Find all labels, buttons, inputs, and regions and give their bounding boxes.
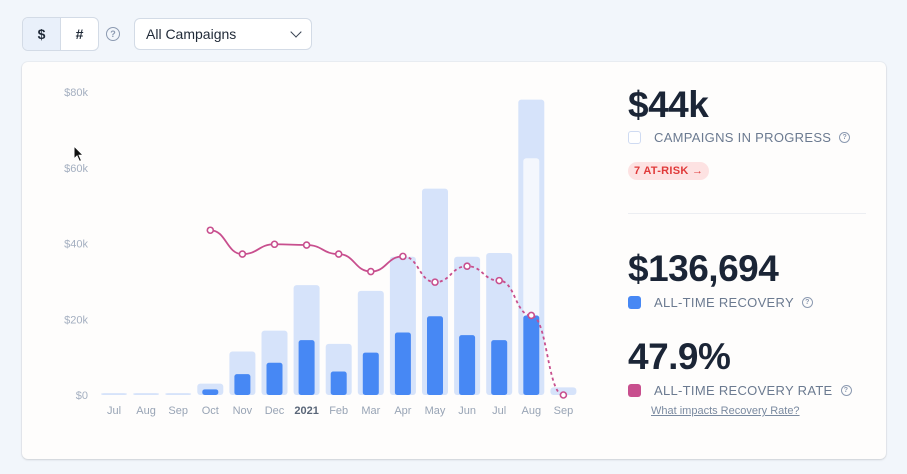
x-tick-label: Jul bbox=[492, 405, 506, 417]
recovery-rate-point bbox=[527, 311, 536, 320]
x-tick-label: Dec bbox=[265, 405, 285, 417]
x-tick-label: Aug bbox=[136, 405, 156, 417]
help-icon[interactable]: ? bbox=[839, 132, 851, 143]
in-progress-value: $44k bbox=[628, 84, 709, 125]
x-tick-label: Jun bbox=[458, 405, 476, 417]
campaign-select[interactable]: All Campaigns bbox=[134, 18, 312, 50]
x-tick-label: Mar bbox=[361, 405, 380, 417]
recovery-bar bbox=[491, 340, 508, 395]
y-tick-label: $20k bbox=[64, 314, 88, 326]
x-tick-label: Sep bbox=[554, 405, 574, 417]
recovery-rate-point bbox=[399, 252, 407, 261]
recovery-rate-point bbox=[238, 250, 247, 258]
recovery-card: $0 $20k $40k $60k $80k Jul Aug Sep Oct Nov Dec 2021… bbox=[22, 62, 886, 459]
recovery-rate-point bbox=[463, 262, 471, 271]
in-progress-swatch bbox=[628, 131, 641, 144]
rate-value: 47.9% bbox=[628, 336, 731, 377]
in-progress-legend: CAMPAIGNS IN PROGRESS ? bbox=[628, 130, 851, 145]
in-progress-label: CAMPAIGNS IN PROGRESS bbox=[654, 130, 832, 145]
x-tick-label: Jul bbox=[107, 405, 121, 417]
recovery-swatch bbox=[628, 296, 641, 309]
y-tick-label: $0 bbox=[76, 390, 88, 402]
recovery-bar bbox=[362, 352, 379, 395]
recovery-value: $136,694 bbox=[628, 248, 779, 289]
campaign-select-value: All Campaigns bbox=[146, 26, 237, 42]
recovery-rate-point bbox=[334, 250, 343, 258]
help-icon[interactable]: ? bbox=[801, 297, 813, 308]
toolbar: $ # ? All Campaigns bbox=[22, 17, 312, 51]
mouse-cursor-icon bbox=[73, 145, 85, 163]
rate-legend: ALL-TIME RECOVERY RATE ? bbox=[628, 383, 852, 398]
at-risk-badge[interactable]: 7 AT-RISK → bbox=[628, 162, 710, 180]
y-tick-label: $60k bbox=[64, 163, 88, 175]
recovery-bar bbox=[298, 340, 315, 395]
recovery-rate-point bbox=[302, 241, 311, 249]
recovery-label: ALL-TIME RECOVERY bbox=[654, 295, 794, 310]
x-tick-label: Sep bbox=[168, 405, 188, 417]
recovery-bar bbox=[523, 315, 540, 395]
recovery-rate-point bbox=[559, 391, 568, 399]
recovery-bar bbox=[394, 332, 411, 395]
recovery-bar bbox=[459, 335, 476, 395]
recovery-bar bbox=[202, 389, 219, 395]
x-tick-label: Nov bbox=[233, 405, 253, 417]
recovery-bar bbox=[234, 374, 251, 395]
help-icon[interactable]: ? bbox=[106, 27, 120, 41]
recovery-rate-point bbox=[495, 276, 504, 285]
recovery-rate-point bbox=[431, 278, 439, 286]
recovery-bar bbox=[330, 371, 347, 395]
x-tick-label: Oct bbox=[202, 405, 219, 417]
x-tick-label: Aug bbox=[522, 405, 542, 417]
recovery-rate-point bbox=[366, 267, 375, 276]
x-tick-label: Feb bbox=[329, 405, 348, 417]
y-tick-label: $80k bbox=[64, 87, 88, 99]
recovery-rate-help-link[interactable]: What impacts Recovery Rate? bbox=[651, 405, 800, 417]
recovery-bar bbox=[427, 316, 443, 395]
x-tick-label: Apr bbox=[394, 405, 411, 417]
metric-toggle: $ # bbox=[22, 17, 99, 51]
in-progress-bar bbox=[101, 393, 127, 395]
currency-toggle-button[interactable]: $ bbox=[23, 18, 60, 50]
recovery-bar bbox=[266, 362, 283, 395]
recovery-rate-point bbox=[270, 240, 279, 249]
x-tick-label: 2021 bbox=[294, 405, 318, 417]
recovery-legend: ALL-TIME RECOVERY ? bbox=[628, 295, 813, 310]
recovery-rate-line bbox=[210, 229, 403, 273]
y-tick-label: $40k bbox=[64, 239, 88, 251]
recovery-rate-point bbox=[206, 226, 215, 235]
rate-label: ALL-TIME RECOVERY RATE bbox=[654, 383, 833, 398]
x-tick-label: May bbox=[425, 405, 446, 417]
help-icon[interactable]: ? bbox=[840, 385, 852, 396]
divider bbox=[628, 213, 866, 214]
in-progress-bar bbox=[133, 393, 160, 395]
rate-swatch bbox=[628, 384, 641, 397]
in-progress-bar bbox=[165, 393, 192, 395]
count-toggle-button[interactable]: # bbox=[60, 18, 98, 50]
recovery-chart: $0 $20k $40k $60k $80k Jul Aug Sep Oct Nov Dec 2021… bbox=[64, 87, 577, 417]
chevron-down-icon bbox=[290, 26, 302, 38]
